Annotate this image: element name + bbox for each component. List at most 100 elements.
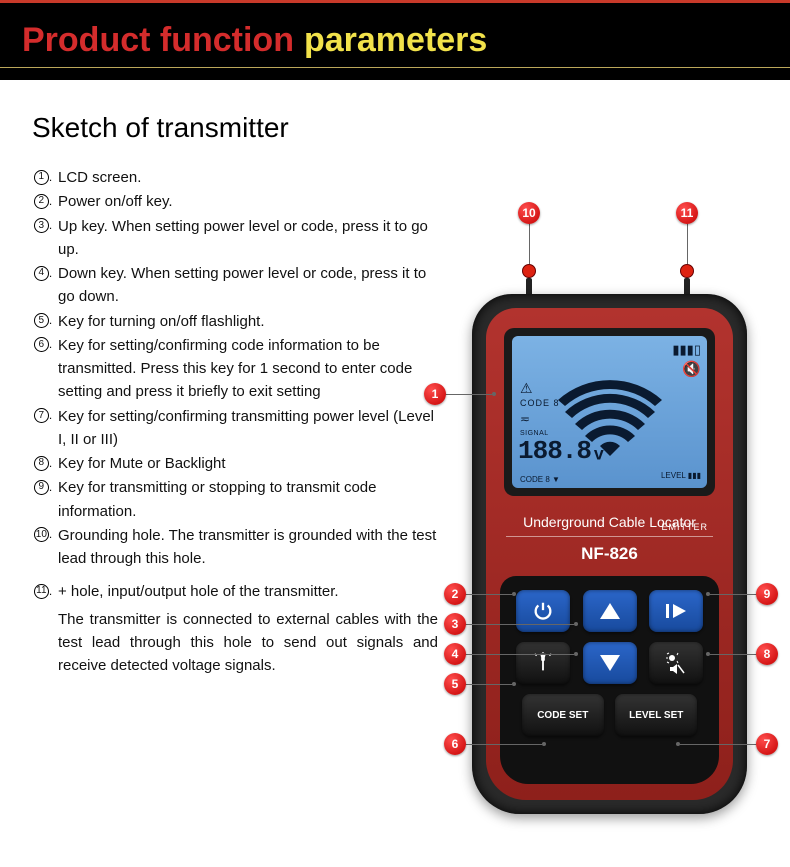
lcd-code-label: CODE 8 [520,398,560,408]
lead-line [710,654,758,655]
mute-backlight-icon [664,651,688,675]
feat-num-11: 11. [32,582,54,600]
header-word-1: Product function [22,21,294,60]
ac-icon: ≂ [520,412,530,426]
warning-icon: ⚠ [520,380,533,397]
grounding-pin [522,264,536,294]
battery-icon: ▮▮▮▯ [672,342,701,358]
page-subtitle: Sketch of transmitter [32,112,289,144]
lead-line [464,624,574,625]
feature-11: 11. + hole, input/output hole of the tra… [32,580,442,603]
play-pause-icon [664,601,688,621]
down-button[interactable] [583,642,637,684]
lead-dot [574,622,578,626]
lead-dot [542,742,546,746]
feature-3: 3. Up key. When setting power level or c… [32,215,442,262]
feat-text-11: + hole, input/output hole of the transmi… [58,580,442,603]
content-area: Sketch of transmitter 1. LCD screen. 2. … [0,80,790,867]
lead-line [464,744,542,745]
feat-num-6: 6. [32,336,54,354]
lead-line [464,684,512,685]
feat-num-9: 9. [32,478,54,496]
device-face: ▮▮▮▯ 🔇 ⚠ CODE 8 ≂ SIGNAL 188.8ᵥ CODE 8 ▼… [486,308,733,800]
feat-text-4: Down key. When setting power level or co… [58,262,442,309]
input-output-pin [680,264,694,294]
feature-2: 2. Power on/off key. [32,190,442,213]
feat-num-8: 8. [32,454,54,472]
lead-line [680,744,758,745]
header-word-2: parameters [304,21,487,60]
lcd-frame: ▮▮▮▯ 🔇 ⚠ CODE 8 ≂ SIGNAL 188.8ᵥ CODE 8 ▼… [504,328,715,496]
triangle-down-icon [600,655,620,671]
feature-10: 10. Grounding hole. The transmitter is g… [32,524,442,571]
feat-text-9: Key for transmitting or stopping to tran… [58,476,442,523]
lcd-code2: CODE 8 ▼ [520,475,560,484]
transmit-button[interactable] [649,590,703,632]
callout-9: 9 [756,583,778,605]
callout-7: 7 [756,733,778,755]
lead-line [464,594,512,595]
mute-backlight-button[interactable] [649,642,703,684]
lead-line [710,594,758,595]
feat-num-2: 2. [32,192,54,210]
flashlight-icon [532,652,554,674]
header-band: Product function parameters [0,0,790,80]
lead-dot [706,592,710,596]
lead-dot [676,742,680,746]
lcd-screen: ▮▮▮▯ 🔇 ⚠ CODE 8 ≂ SIGNAL 188.8ᵥ CODE 8 ▼… [512,336,707,488]
callout-8: 8 [756,643,778,665]
lcd-reading: 188.8ᵥ [518,436,606,466]
feat-num-10: 10. [32,526,54,544]
lcd-level: LEVEL ▮▮▮ [661,471,701,480]
feature-1: 1. LCD screen. [32,166,442,189]
feature-11-extra: The transmitter is connected to external… [58,608,438,678]
lead-dot [492,392,496,396]
feat-num-5: 5. [32,312,54,330]
device-emitter-label: EMITTER [662,522,709,532]
lead-dot [512,682,516,686]
callout-5: 5 [444,673,466,695]
feature-6: 6. Key for setting/confirming code infor… [32,334,442,404]
power-button[interactable] [516,590,570,632]
device-body: ▮▮▮▯ 🔇 ⚠ CODE 8 ≂ SIGNAL 188.8ᵥ CODE 8 ▼… [472,294,747,814]
callout-6: 6 [444,733,466,755]
feature-7: 7. Key for setting/confirming transmitti… [32,405,442,452]
up-button[interactable] [583,590,637,632]
feat-text-10: Grounding hole. The transmitter is groun… [58,524,442,571]
lead-line [464,654,574,655]
feat-num-3: 3. [32,217,54,235]
feat-text-2: Power on/off key. [58,190,442,213]
device-separator [506,536,713,537]
lead-line [687,222,688,264]
device-model: NF-826 [486,544,733,564]
feat-text-8: Key for Mute or Backlight [58,452,442,475]
feature-list: 1. LCD screen. 2. Power on/off key. 3. U… [32,166,442,677]
lead-dot [512,592,516,596]
feat-text-3: Up key. When setting power level or code… [58,215,442,262]
callout-1: 1 [424,383,446,405]
code-set-label: CODE SET [537,710,588,721]
callout-4: 4 [444,643,466,665]
lead-dot [574,652,578,656]
feature-9: 9. Key for transmitting or stopping to t… [32,476,442,523]
keypad: CODE SET LEVEL SET [500,576,719,784]
feature-5: 5. Key for turning on/off flashlight. [32,310,442,333]
feat-num-7: 7. [32,407,54,425]
lead-line [444,394,492,395]
feat-num-4: 4. [32,264,54,282]
level-set-label: LEVEL SET [629,710,683,721]
triangle-up-icon [600,603,620,619]
code-set-button[interactable]: CODE SET [522,694,604,736]
feat-text-7: Key for setting/confirming transmitting … [58,405,442,452]
level-set-button[interactable]: LEVEL SET [615,694,697,736]
callout-2: 2 [444,583,466,605]
feat-text-5: Key for turning on/off flashlight. [58,310,442,333]
lead-dot [706,652,710,656]
feat-num-1: 1. [32,168,54,186]
callout-10: 10 [518,202,540,224]
callout-3: 3 [444,613,466,635]
device-diagram: ▮▮▮▯ 🔇 ⚠ CODE 8 ≂ SIGNAL 188.8ᵥ CODE 8 ▼… [452,184,772,844]
flashlight-button[interactable] [516,642,570,684]
callout-11: 11 [676,202,698,224]
feature-4: 4. Down key. When setting power level or… [32,262,442,309]
